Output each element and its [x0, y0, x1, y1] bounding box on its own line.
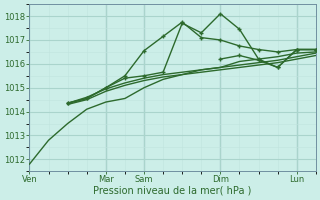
X-axis label: Pression niveau de la mer( hPa ): Pression niveau de la mer( hPa ): [93, 186, 252, 196]
